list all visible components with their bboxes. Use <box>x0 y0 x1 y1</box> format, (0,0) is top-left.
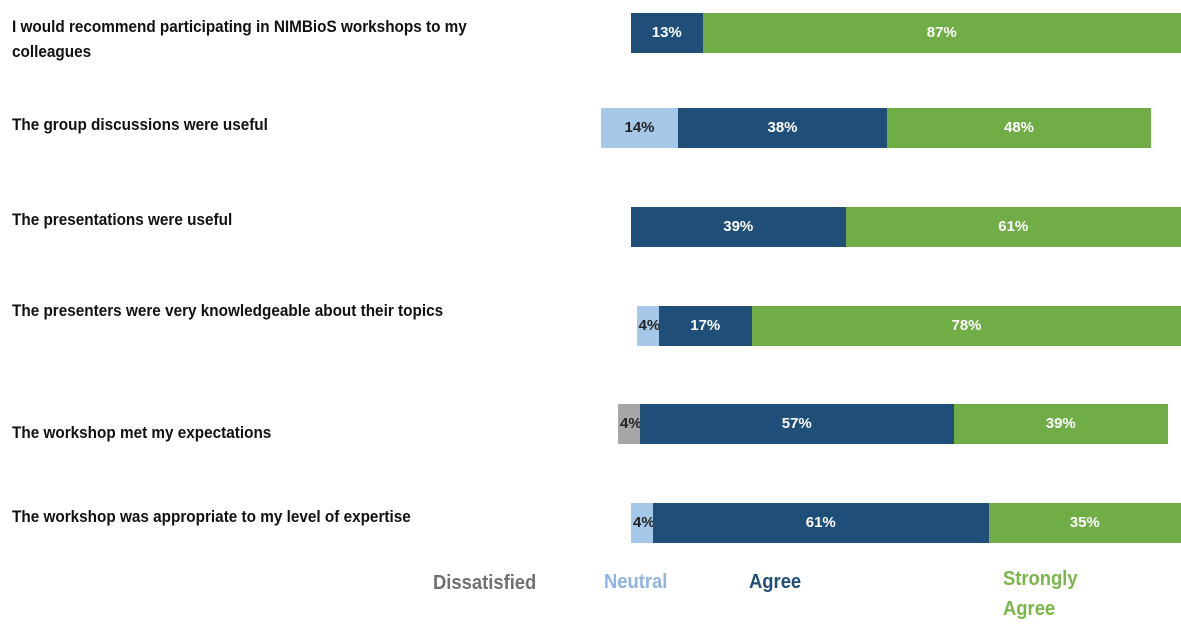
bar-segment <box>631 207 846 247</box>
data-label: 39% <box>723 218 754 235</box>
data-label: 4% <box>620 415 642 432</box>
bar-segment <box>988 503 1181 543</box>
bar-segment <box>653 503 989 543</box>
data-label: 14% <box>624 119 655 136</box>
bar-segment <box>887 108 1151 148</box>
bar-segment <box>702 13 1181 53</box>
data-label: 35% <box>1069 514 1100 531</box>
bar-segment <box>631 503 653 543</box>
data-label: 61% <box>805 514 836 531</box>
data-label: 13% <box>651 24 682 41</box>
bar-segment <box>618 404 640 444</box>
question-label: The workshop was appropriate to my level… <box>12 507 411 526</box>
data-label: 78% <box>951 317 982 334</box>
legend-entry: Strongly Agree <box>1003 568 1078 620</box>
data-label: 57% <box>781 415 812 432</box>
bar-segment <box>953 404 1168 444</box>
data-label: 48% <box>1003 119 1035 136</box>
question-label: I would recommend participating in NIMBi… <box>12 17 467 61</box>
data-label: 38% <box>767 119 798 136</box>
legend-entry: Dissatisfied <box>433 572 537 594</box>
data-label: 17% <box>690 317 721 334</box>
bar-segment <box>640 404 954 444</box>
question-label: The presenters were very knowledgeable a… <box>12 301 444 320</box>
bar-segment <box>845 207 1181 247</box>
bar-segment <box>658 306 752 346</box>
question-label: The presentations were useful <box>12 210 233 229</box>
bar-segment <box>601 108 678 148</box>
question-label: The group discussions were useful <box>12 115 268 134</box>
data-label: 39% <box>1045 415 1076 432</box>
data-label: 4% <box>638 317 661 334</box>
bar-segment <box>631 13 703 53</box>
bar-segment <box>678 108 887 148</box>
bar-segment <box>636 306 659 346</box>
legend-entry: Neutral <box>604 571 668 593</box>
data-label: 87% <box>926 24 957 41</box>
question-label: The workshop met my expectations <box>12 423 272 442</box>
data-label: 61% <box>998 218 1029 235</box>
bar-segment <box>752 306 1181 346</box>
legend-entry: Agree <box>749 571 802 593</box>
data-label: 4% <box>633 514 655 531</box>
